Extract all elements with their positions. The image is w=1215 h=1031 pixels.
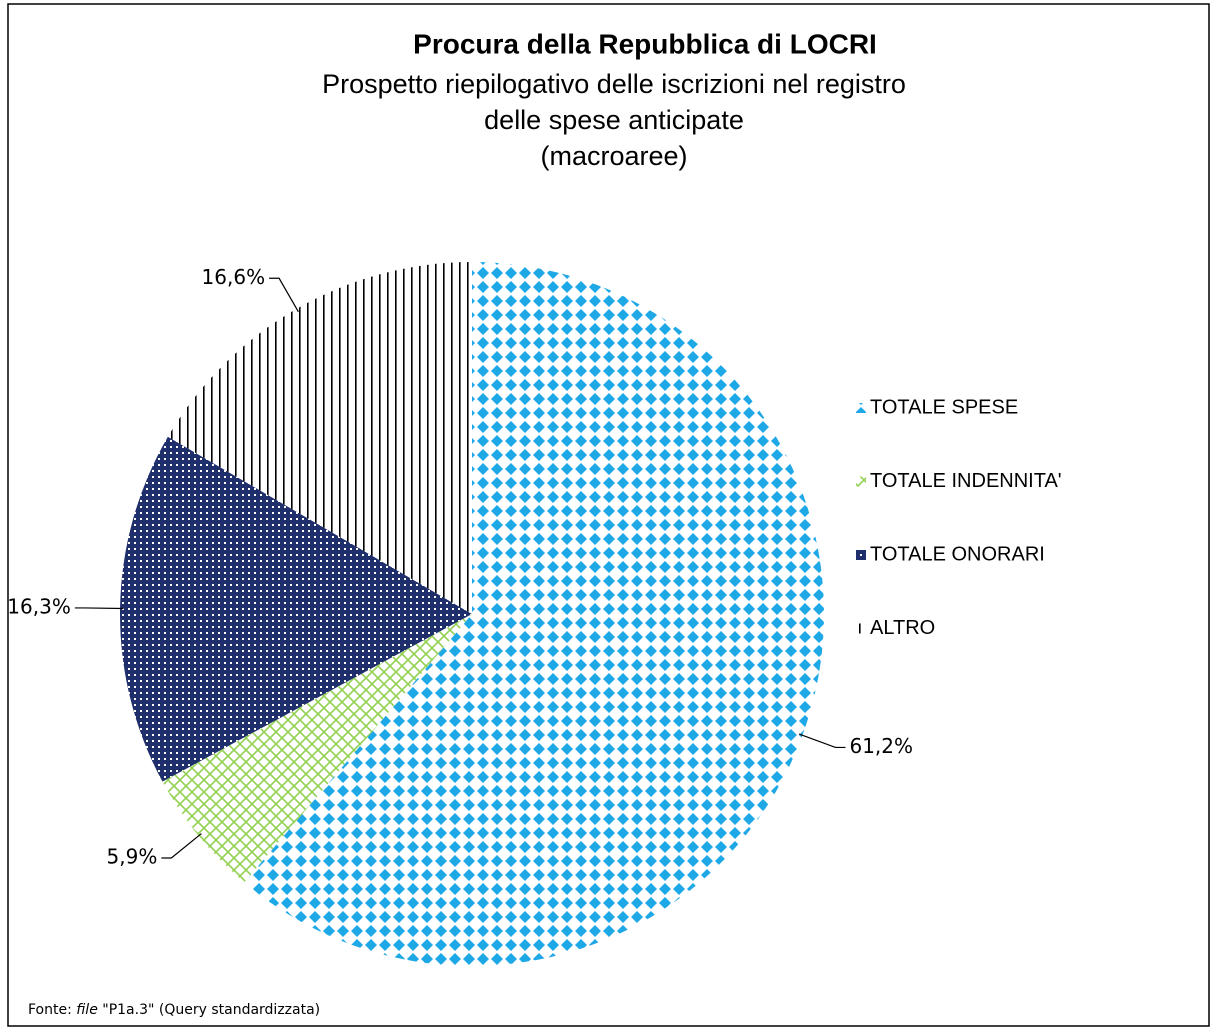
chart-title: Procura della Repubblica di LOCRI	[413, 28, 877, 59]
data-label: 16,3%	[7, 594, 71, 618]
legend-marker	[856, 403, 866, 413]
leader-line	[269, 277, 299, 313]
legend-marker	[856, 476, 866, 487]
chart-subtitle: Prospetto riepilogativo delle iscrizioni…	[322, 69, 906, 99]
leader-line	[74, 607, 124, 610]
chart-subtitle: (macroaree)	[540, 141, 687, 171]
data-label: 61,2%	[849, 734, 913, 758]
data-label: 5,9%	[107, 844, 158, 868]
pie-slice	[162, 614, 472, 883]
legend-label: TOTALE ONORARI	[870, 543, 1045, 565]
legend-label: TOTALE INDENNITA'	[870, 470, 1062, 492]
legend-marker	[856, 550, 866, 560]
leader-line	[798, 733, 846, 749]
source-note: Fonte: file "P1a.3" (Query standardizzat…	[28, 1002, 320, 1018]
source-text: "P1a.3" (Query standardizzata)	[98, 1002, 320, 1018]
source-text: file	[76, 1002, 98, 1018]
pie-slice	[119, 436, 472, 782]
chart-subtitle: delle spese anticipate	[484, 105, 744, 135]
data-label: 16,6%	[202, 265, 266, 289]
pie-slice	[244, 262, 825, 967]
source-text: Fonte:	[28, 1002, 76, 1018]
legend-label: TOTALE SPESE	[870, 396, 1018, 418]
legend-marker	[856, 623, 866, 634]
pie-slice	[167, 262, 472, 614]
legend-label: ALTRO	[870, 617, 935, 639]
leader-line	[161, 833, 202, 859]
